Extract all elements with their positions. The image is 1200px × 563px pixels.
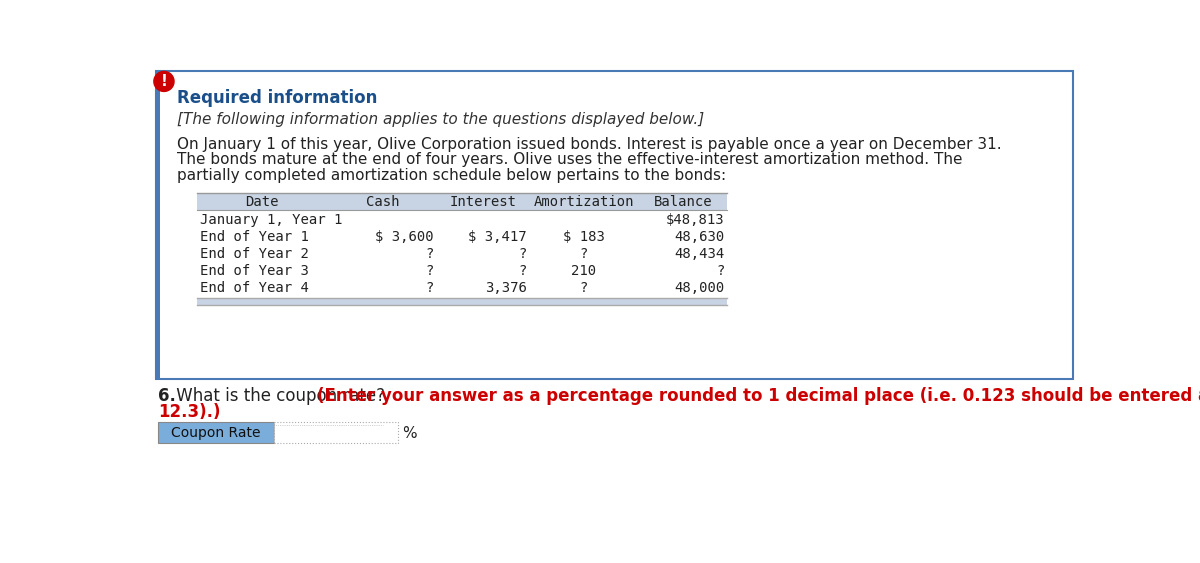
Bar (197, 193, 727, 210)
Text: $ 183: $ 183 (563, 230, 605, 244)
Text: ?: ? (425, 264, 433, 278)
Text: [The following information applies to the questions displayed below.]: [The following information applies to th… (178, 112, 704, 127)
Text: On January 1 of this year, Olive Corporation issued bonds. Interest is payable o: On January 1 of this year, Olive Corpora… (178, 137, 1002, 152)
Text: End of Year 3: End of Year 3 (199, 264, 308, 278)
Text: ?: ? (580, 281, 588, 295)
Text: $ 3,417: $ 3,417 (468, 230, 527, 244)
Text: Amortization: Amortization (534, 195, 635, 209)
Text: 48,000: 48,000 (674, 281, 725, 295)
Text: ?: ? (716, 264, 725, 278)
Text: 12.3).): 12.3).) (157, 403, 221, 421)
Bar (157, 422, 274, 443)
Text: 3,376: 3,376 (485, 281, 527, 295)
Text: 48,434: 48,434 (674, 247, 725, 261)
Text: 48,630: 48,630 (674, 230, 725, 244)
Text: !: ! (161, 74, 167, 89)
Bar (274, 422, 398, 443)
Text: What is the coupon rate?: What is the coupon rate? (170, 387, 390, 405)
Bar (197, 298, 727, 306)
Text: $48,813: $48,813 (666, 213, 725, 227)
Bar (156, 72, 1073, 379)
Text: January 1, Year 1: January 1, Year 1 (199, 213, 342, 227)
Polygon shape (154, 72, 174, 91)
Text: ?: ? (518, 247, 527, 261)
Text: ?: ? (425, 281, 433, 295)
Text: Coupon Rate: Coupon Rate (172, 426, 260, 440)
Text: End of Year 4: End of Year 4 (199, 281, 308, 295)
Text: partially completed amortization schedule below pertains to the bonds:: partially completed amortization schedul… (178, 168, 726, 182)
Text: Required information: Required information (178, 89, 378, 107)
Text: ?: ? (425, 247, 433, 261)
Text: End of Year 1: End of Year 1 (199, 230, 308, 244)
Text: Date: Date (246, 195, 280, 209)
Text: (Enter your answer as a percentage rounded to 1 decimal place (i.e. 0.123 should: (Enter your answer as a percentage round… (317, 387, 1200, 405)
Text: End of Year 2: End of Year 2 (199, 247, 308, 261)
Text: Interest: Interest (450, 195, 517, 209)
Text: The bonds mature at the end of four years. Olive uses the effective-interest amo: The bonds mature at the end of four year… (178, 152, 962, 167)
Text: ?: ? (580, 247, 588, 261)
Text: 210: 210 (571, 264, 596, 278)
Bar (156, 72, 160, 379)
Text: $ 3,600: $ 3,600 (376, 230, 433, 244)
Text: %: % (402, 426, 416, 441)
Text: Cash: Cash (366, 195, 400, 209)
Text: Balance: Balance (654, 195, 712, 209)
Text: 6.: 6. (157, 387, 175, 405)
Text: ?: ? (518, 264, 527, 278)
